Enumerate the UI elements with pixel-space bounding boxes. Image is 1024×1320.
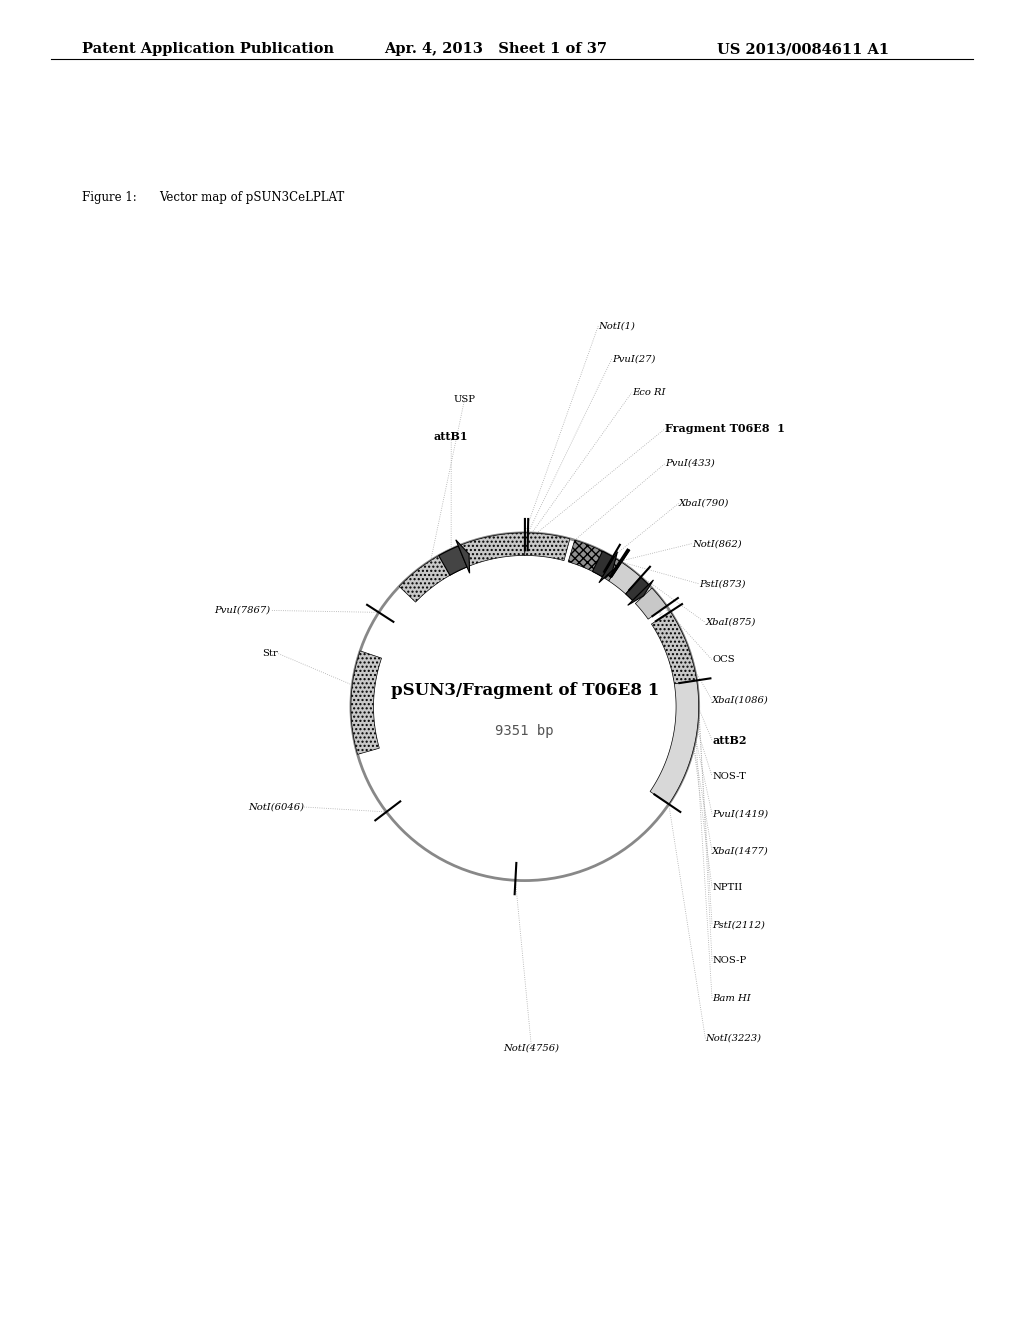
Text: XbaI(1086): XbaI(1086) <box>712 696 769 705</box>
Polygon shape <box>651 611 696 684</box>
Polygon shape <box>399 533 524 602</box>
Text: XbaI(1477): XbaI(1477) <box>712 846 769 855</box>
Text: PvuI(1419): PvuI(1419) <box>712 809 768 818</box>
Polygon shape <box>593 552 614 577</box>
Text: NOS-P: NOS-P <box>712 956 746 965</box>
Polygon shape <box>635 589 667 619</box>
Text: Eco RI: Eco RI <box>632 388 666 397</box>
Text: PvuI(27): PvuI(27) <box>611 355 655 363</box>
Text: XbaI(875): XbaI(875) <box>706 618 756 627</box>
Polygon shape <box>438 546 467 576</box>
Text: Figure 1:: Figure 1: <box>82 191 136 205</box>
Text: PvuI(433): PvuI(433) <box>666 459 715 467</box>
Polygon shape <box>456 540 470 573</box>
Text: Bam HI: Bam HI <box>712 994 751 1003</box>
Text: US 2013/0084611 A1: US 2013/0084611 A1 <box>717 42 889 57</box>
Text: NPTII: NPTII <box>712 883 742 892</box>
Text: NotI(4756): NotI(4756) <box>504 1043 559 1052</box>
Text: NotI(3223): NotI(3223) <box>706 1034 762 1043</box>
Polygon shape <box>351 651 382 754</box>
Text: NotI(862): NotI(862) <box>692 539 741 548</box>
Text: NOS-T: NOS-T <box>712 772 745 780</box>
Text: Patent Application Publication: Patent Application Publication <box>82 42 334 57</box>
Text: Apr. 4, 2013   Sheet 1 of 37: Apr. 4, 2013 Sheet 1 of 37 <box>384 42 607 57</box>
Text: NotI(6046): NotI(6046) <box>248 803 304 812</box>
Text: OCS: OCS <box>712 656 734 664</box>
Polygon shape <box>568 540 622 581</box>
Polygon shape <box>524 533 569 561</box>
Text: pSUN3/Fragment of T06E8 1: pSUN3/Fragment of T06E8 1 <box>391 682 658 700</box>
Polygon shape <box>650 680 698 804</box>
Polygon shape <box>628 579 653 606</box>
Polygon shape <box>599 552 617 582</box>
Text: PstI(873): PstI(873) <box>698 579 745 589</box>
Text: attB2: attB2 <box>712 735 746 746</box>
Text: NotI(1): NotI(1) <box>598 321 635 330</box>
Text: PstI(2112): PstI(2112) <box>712 920 765 929</box>
Text: XbaI(790): XbaI(790) <box>679 499 729 508</box>
Polygon shape <box>608 562 641 594</box>
Text: Fragment T06E8  1: Fragment T06E8 1 <box>666 422 785 434</box>
Text: Vector map of pSUN3CeLPLAT: Vector map of pSUN3CeLPLAT <box>159 191 344 205</box>
Text: Str: Str <box>262 648 278 657</box>
Text: attB1: attB1 <box>434 432 469 442</box>
Text: 9351 bp: 9351 bp <box>496 723 554 738</box>
Polygon shape <box>626 577 648 601</box>
Text: PvuI(7867): PvuI(7867) <box>215 606 270 615</box>
Text: USP: USP <box>454 395 475 404</box>
